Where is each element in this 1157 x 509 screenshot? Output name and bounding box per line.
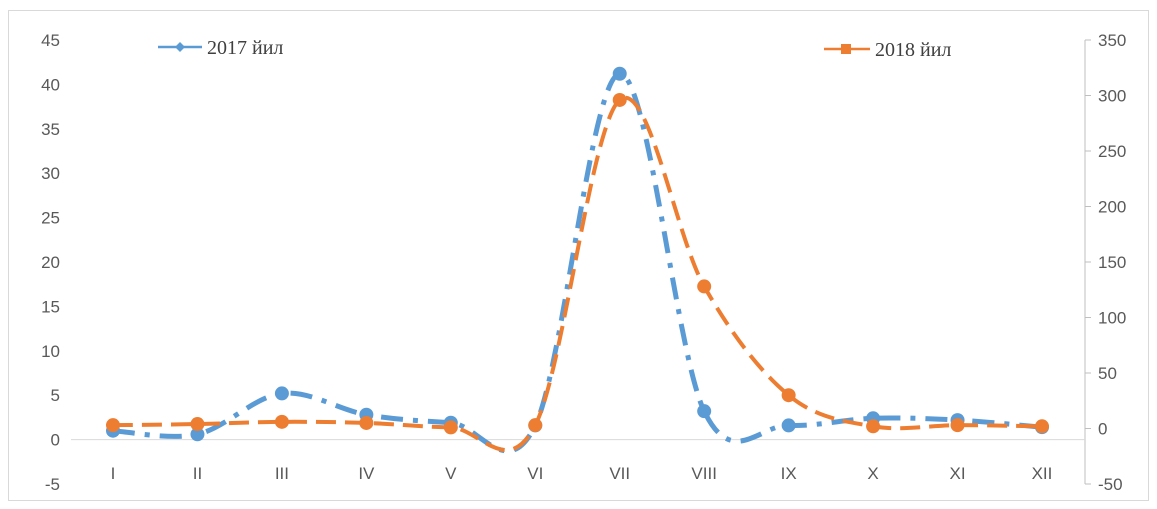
- right-tick-label: 50: [1098, 364, 1117, 383]
- left-tick-label: 40: [41, 75, 60, 94]
- legend-2018-square-marker: [841, 44, 851, 54]
- right-tick-label: 0: [1098, 420, 1107, 439]
- legend-2017: 2017 йил: [158, 37, 283, 59]
- left-tick-label: 30: [41, 164, 60, 183]
- chart-frame: [8, 10, 1149, 501]
- series-2017-point: [781, 418, 796, 433]
- legend-2017-diamond-marker: [175, 42, 185, 52]
- right-tick-label: 150: [1098, 253, 1126, 272]
- x-tick-label: IV: [358, 464, 375, 483]
- legend-2018-label: 2018 йил: [875, 39, 951, 61]
- series-2017-point: [612, 66, 627, 81]
- x-tick-label: VI: [527, 464, 543, 483]
- x-tick-label: I: [111, 464, 116, 483]
- right-tick-label: 300: [1098, 87, 1126, 106]
- right-tick-label: 100: [1098, 309, 1126, 328]
- series-2018-points: [106, 92, 1049, 435]
- series-2018-point: [1035, 419, 1049, 434]
- series-2017-point: [697, 404, 712, 419]
- left-tick-label: 35: [41, 120, 60, 139]
- legend-2018: 2018 йил: [824, 39, 951, 61]
- x-tick-label: X: [867, 464, 878, 483]
- right-tick-label: 250: [1098, 142, 1126, 161]
- series-2018-point: [866, 419, 881, 434]
- series-2018-point: [190, 417, 205, 432]
- series-2017-line: [112, 71, 1043, 454]
- series-2018-point: [528, 418, 543, 433]
- left-tick-label: 5: [51, 386, 60, 405]
- x-tick-label: XII: [1032, 464, 1053, 483]
- left-tick-label: 25: [41, 209, 60, 228]
- left-tick-label: 10: [41, 342, 60, 361]
- series-2018-point: [106, 418, 120, 433]
- left-tick-label: 0: [51, 431, 60, 450]
- right-tick-label: -50: [1098, 475, 1123, 494]
- right-tick-label: 200: [1098, 198, 1126, 217]
- series-2017-point: [190, 427, 205, 442]
- x-tick-label: IX: [781, 464, 797, 483]
- series-2018-point: [443, 420, 458, 435]
- left-axis-tick-labels: 45 40 35 30 25 20 15 10 5 0 -5: [41, 31, 60, 494]
- x-tick-label: III: [275, 464, 289, 483]
- series-2018-point: [274, 414, 289, 429]
- x-tick-label: XI: [950, 464, 966, 483]
- legend-2017-label: 2017 йил: [207, 37, 283, 59]
- left-tick-label: 45: [41, 31, 60, 50]
- left-tick-label: -5: [45, 475, 60, 494]
- series-2017-point: [274, 386, 289, 401]
- series-2018-point: [612, 92, 627, 107]
- right-axis-tick-labels: 350 300 250 200 150 100 50 0 -50: [1098, 31, 1126, 494]
- left-tick-label: 20: [41, 253, 60, 272]
- x-axis-tick-labels: I II III IV V VI VII VIII IX X XI XII: [111, 464, 1053, 483]
- series-2018-point: [781, 388, 796, 403]
- right-tick-label: 350: [1098, 31, 1126, 50]
- series-2018-point: [359, 415, 374, 430]
- right-axis: [1084, 39, 1091, 485]
- x-tick-label: V: [445, 464, 457, 483]
- series-2018-point: [697, 279, 712, 294]
- x-tick-label: VIII: [691, 464, 717, 483]
- left-tick-label: 15: [41, 297, 60, 316]
- x-tick-label: II: [193, 464, 202, 483]
- series-2018-line: [112, 95, 1043, 452]
- series-2018-point: [950, 418, 965, 433]
- x-tick-label: VII: [609, 464, 630, 483]
